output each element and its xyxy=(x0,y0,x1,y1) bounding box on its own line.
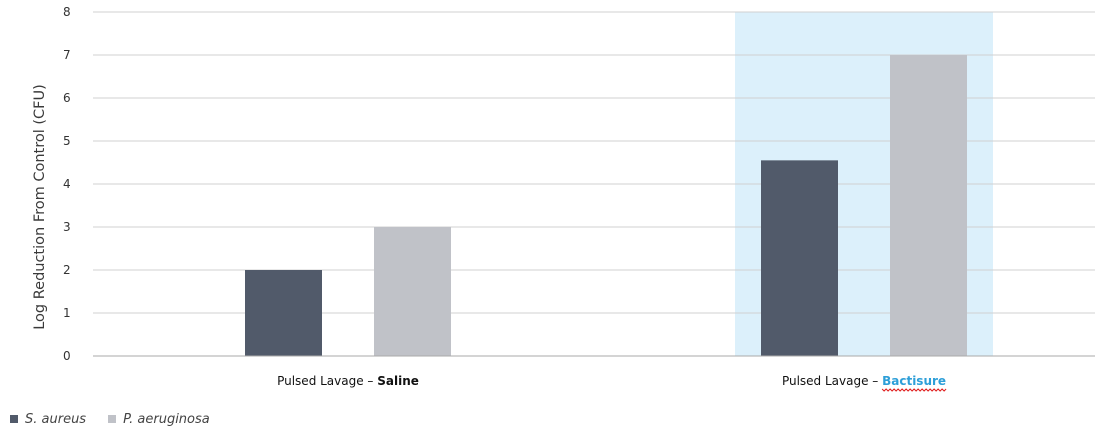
category-label-prefix: Pulsed Lavage – xyxy=(277,374,377,388)
y-tick-labels: 0 1 2 3 4 5 6 7 8 xyxy=(63,5,71,363)
category-label-saline: Pulsed Lavage – Saline xyxy=(277,374,419,388)
legend-label-p-aeruginosa: P. aeruginosa xyxy=(123,411,210,427)
y-tick-label: 2 xyxy=(63,263,71,277)
y-tick-label: 5 xyxy=(63,134,71,148)
legend: S. aureus P. aeruginosa xyxy=(10,410,210,428)
legend-swatch-p-aeruginosa xyxy=(108,415,117,423)
y-tick-label: 0 xyxy=(63,349,71,363)
y-tick-label: 3 xyxy=(63,220,71,234)
y-tick-label: 4 xyxy=(63,177,71,191)
spellcheck-squiggle xyxy=(881,388,947,392)
category-label-prefix: Pulsed Lavage – xyxy=(782,374,882,388)
y-tick-label: 7 xyxy=(63,48,71,62)
y-tick-label: 8 xyxy=(63,5,71,19)
bar-s-aureus xyxy=(761,160,838,356)
bar-chart: 0 1 2 3 4 5 6 7 8 Pulsed Lavage – Saline Pulsed … xyxy=(32,5,1095,392)
legend-item-p-aeruginosa: P. aeruginosa xyxy=(108,412,210,427)
y-tick-label: 1 xyxy=(63,306,71,320)
category-label-bactisure: Pulsed Lavage – Bactisure xyxy=(782,374,946,388)
bar-s-aureus xyxy=(245,270,322,356)
y-axis-label: Log Reduction From Control (CFU) xyxy=(32,84,48,330)
legend-swatch-s-aureus xyxy=(10,415,18,423)
category-label-emphasis: Bactisure xyxy=(882,374,946,388)
y-tick-label: 6 xyxy=(63,91,71,105)
bar-p-aeruginosa xyxy=(890,55,967,356)
category-label-emphasis: Saline xyxy=(377,374,419,388)
bars xyxy=(245,55,967,356)
bar-p-aeruginosa xyxy=(374,227,451,356)
legend-label-s-aureus: S. aureus xyxy=(25,411,87,427)
legend-item-s-aureus: S. aureus xyxy=(10,412,86,427)
